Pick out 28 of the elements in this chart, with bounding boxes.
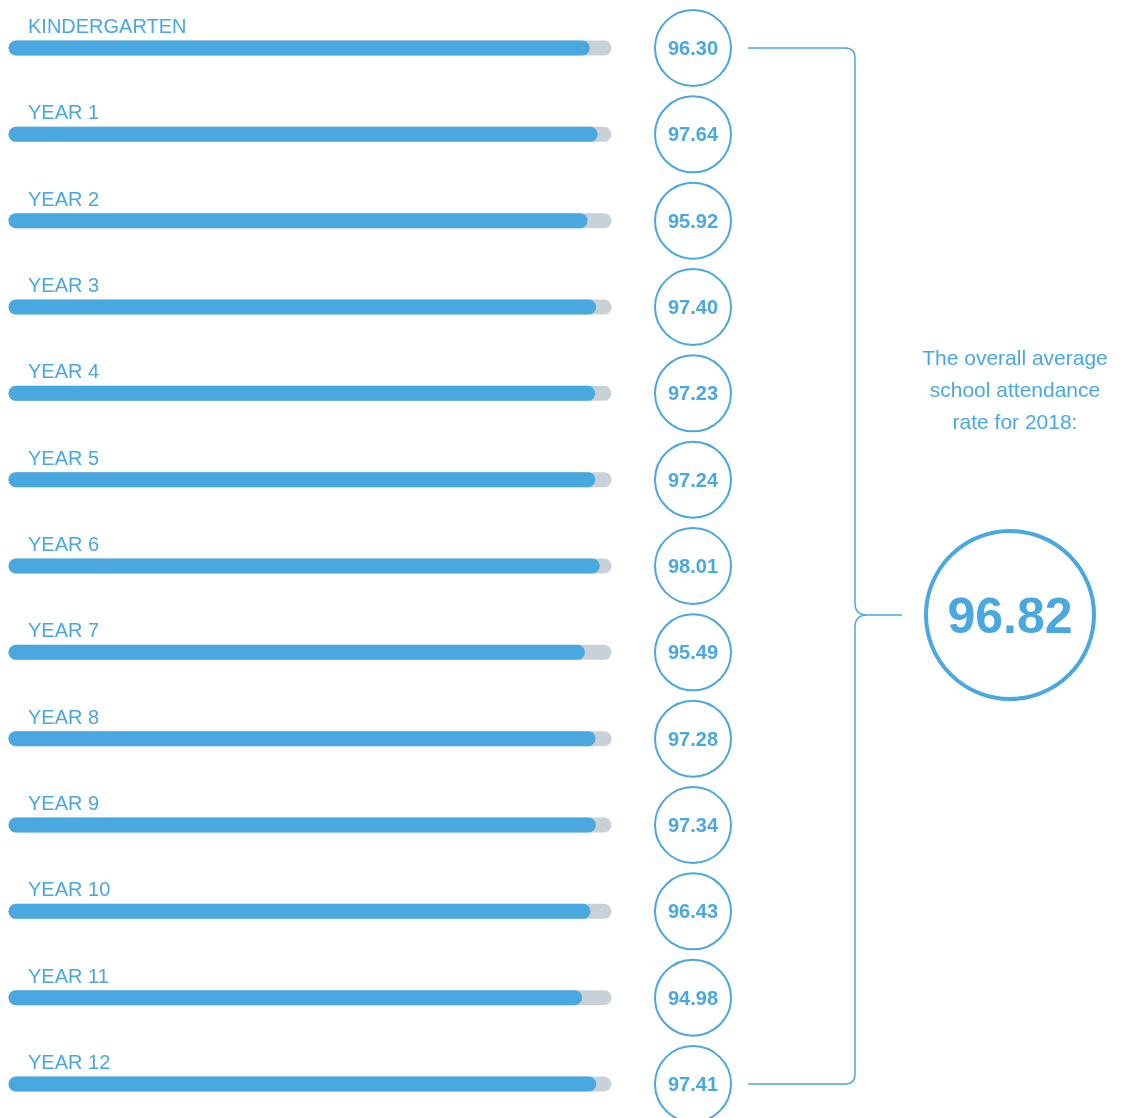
- data-label: 95.49: [667, 641, 719, 664]
- y-tick-label: YEAR 1: [28, 101, 100, 124]
- data-label: 96.30: [667, 37, 719, 59]
- data-label: 97.34: [667, 814, 719, 836]
- data-label: 97.28: [667, 727, 719, 750]
- y-tick-label: YEAR 10: [28, 878, 111, 901]
- text: The overall average school attendance rate for 2018:: [922, 346, 1108, 433]
- y-tick-label: YEAR 11: [28, 964, 109, 987]
- y-tick-label: YEAR 2: [28, 187, 100, 210]
- y-tick-label: YEAR 4: [28, 360, 100, 383]
- y-tick-label: KINDERGARTEN: [28, 15, 187, 37]
- data-label: 98.01: [667, 555, 719, 577]
- y-tick-label: YEAR 3: [28, 274, 100, 296]
- data-label: 94.98: [667, 986, 719, 1009]
- y-tick-label: YEAR 8: [28, 705, 100, 728]
- y-tick-label: YEAR 12: [28, 1051, 111, 1073]
- data-label: 97.64: [667, 123, 719, 146]
- data-label: 97.23: [667, 382, 719, 405]
- data-label: 97.41: [667, 1073, 719, 1095]
- text: 96.82: [947, 588, 1073, 644]
- y-tick-label: YEAR 7: [28, 619, 100, 642]
- y-tick-label: YEAR 9: [28, 792, 100, 814]
- data-label: 95.92: [667, 209, 719, 232]
- y-tick-label: YEAR 5: [28, 446, 100, 469]
- y-tick-label: YEAR 6: [28, 533, 100, 555]
- data-label: 96.43: [667, 900, 719, 923]
- data-label: 97.40: [667, 296, 719, 318]
- data-label: 97.24: [667, 468, 719, 491]
